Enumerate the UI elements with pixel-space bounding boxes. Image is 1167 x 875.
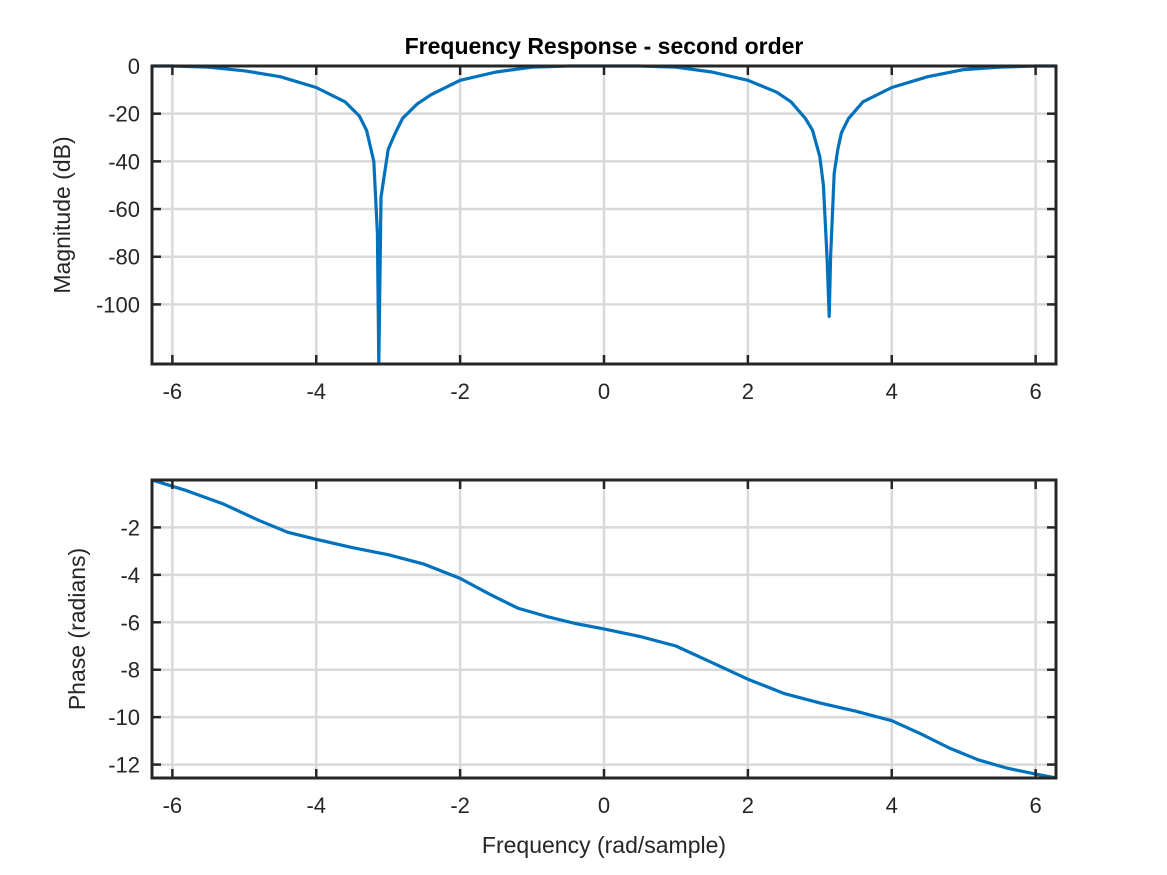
phase-axes-box xyxy=(150,478,1058,780)
magnitude-ytick-label: -100 xyxy=(96,292,140,317)
magnitude-ticks xyxy=(152,64,1056,364)
phase-ytick-label: -4 xyxy=(120,563,140,588)
magnitude-xtick-label: -4 xyxy=(306,379,326,404)
phase-xtick-label: 2 xyxy=(742,793,754,818)
magnitude-ytick-labels: 0 -20 -40 -60 -80 -100 xyxy=(96,54,140,317)
phase-xtick-label: -4 xyxy=(306,793,326,818)
phase-ytick-label: -10 xyxy=(108,705,140,730)
magnitude-ytick-label: 0 xyxy=(128,54,140,79)
phase-xtick-label: -2 xyxy=(450,793,470,818)
phase-series-line xyxy=(151,478,1057,780)
phase-line-group xyxy=(151,478,1057,780)
magnitude-plot: -6 -4 -2 0 2 4 6 0-20-40-60-80-100 Frequency R… xyxy=(49,33,1058,404)
magnitude-ytick-label: -60 xyxy=(108,197,140,222)
phase-ytick-label: -6 xyxy=(120,610,140,635)
phase-ylabel: Phase (radians) xyxy=(64,548,90,710)
phase-ytick-label: -8 xyxy=(120,658,140,683)
phase-xtick-label: 0 xyxy=(598,793,610,818)
magnitude-ytick-label: -40 xyxy=(108,149,140,174)
phase-grid xyxy=(152,480,1056,778)
phase-xtick-label: -6 xyxy=(163,793,183,818)
magnitude-axes-box xyxy=(150,64,1058,366)
phase-xtick-label: 6 xyxy=(1030,793,1042,818)
magnitude-xtick-label: 2 xyxy=(742,379,754,404)
phase-ytick-label: -2 xyxy=(120,515,140,540)
magnitude-xtick-label: 0 xyxy=(598,379,610,404)
chart-title: Frequency Response - second order xyxy=(405,33,804,59)
magnitude-ytick-label: -80 xyxy=(108,245,140,270)
phase-xtick-labels: -6 -4 -2 0 2 4 6 xyxy=(163,793,1042,818)
magnitude-xtick-label: 6 xyxy=(1030,379,1042,404)
magnitude-xtick-label: -6 xyxy=(163,379,183,404)
magnitude-xtick-label: -2 xyxy=(450,379,470,404)
magnitude-xtick-label: 4 xyxy=(886,379,898,404)
phase-xtick-label: 4 xyxy=(886,793,898,818)
phase-ytick-labels: -2 -4 -6 -8 -10 -12 xyxy=(108,515,140,777)
phase-xlabel: Frequency (rad/sample) xyxy=(482,832,726,858)
phase-ytick-label: -12 xyxy=(108,753,140,778)
magnitude-ytick-label: -20 xyxy=(108,102,140,127)
phase-plot: -6 -4 -2 0 2 4 6 -2 -4 -6 -8 -10 -12 Frequency (rad… xyxy=(64,478,1058,858)
magnitude-ylabel: Magnitude (dB) xyxy=(49,136,75,293)
magnitude-xtick-labels: -6 -4 -2 0 2 4 6 xyxy=(163,379,1042,404)
